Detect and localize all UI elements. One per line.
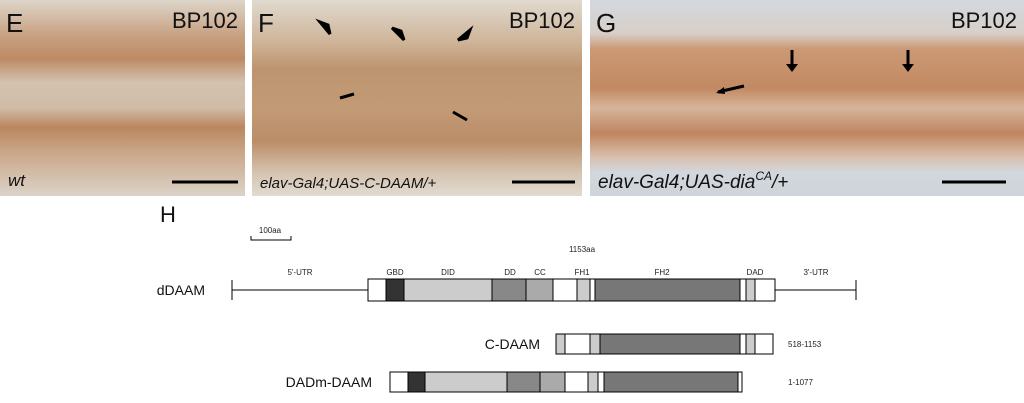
scale-bracket (250, 236, 292, 241)
stain-label: BP102 (172, 8, 238, 33)
domain-label: DAD (747, 268, 764, 277)
genotype-superscript: CA (755, 169, 772, 183)
genotype-text: elav-Gal4;UAS-dia (598, 172, 755, 193)
length-label: 1153aa (569, 245, 596, 254)
domain-label: DID (441, 268, 455, 277)
panel-label: E (6, 8, 23, 38)
micrograph-texture (590, 0, 1024, 196)
domain-label: CC (534, 268, 546, 277)
micrograph-texture (252, 0, 582, 196)
panel-f: F BP102 elav-Gal4;UAS-C-DAAM/+ (252, 0, 582, 196)
genotype-label: elav-Gal4;UAS-C-DAAM/+ (260, 175, 437, 192)
stain-label: BP102 (951, 8, 1017, 33)
range-label: 1-1077 (788, 378, 813, 387)
utr-label: 3'-UTR (803, 268, 828, 277)
construct-bar (231, 278, 857, 302)
panel-label: G (596, 8, 616, 38)
panel-h: H 100aa 1153aa 5'-UTR 3'-UTR GBD DID DD … (157, 202, 857, 393)
panel-label: F (258, 8, 274, 38)
genotype-suffix: /+ (770, 172, 788, 193)
micrograph-texture (0, 0, 245, 196)
construct-name: DADm-DAAM (286, 374, 372, 390)
domain-label: GBD (386, 268, 404, 277)
construct-name: dDAAM (157, 282, 205, 298)
domain-label: FH2 (654, 268, 670, 277)
scale-label: 100aa (259, 226, 282, 235)
domain-label: FH1 (574, 268, 590, 277)
panel-label: H (160, 202, 176, 227)
construct-bar (389, 371, 743, 393)
construct-name: C-DAAM (485, 336, 540, 352)
utr-label: 5'-UTR (287, 268, 312, 277)
domain-label: DD (504, 268, 516, 277)
range-label: 518-1153 (788, 340, 822, 349)
arrowheads (315, 18, 474, 122)
genotype-label: wt (8, 171, 26, 190)
panel-e: E BP102 wt (0, 0, 245, 196)
panel-g: G BP102 elav-Gal4;UAS-diaCA/+ (590, 0, 1024, 196)
stain-label: BP102 (509, 8, 575, 33)
genotype-label: elav-Gal4;UAS-diaCA/+ (598, 169, 788, 193)
construct-bar (555, 333, 774, 355)
